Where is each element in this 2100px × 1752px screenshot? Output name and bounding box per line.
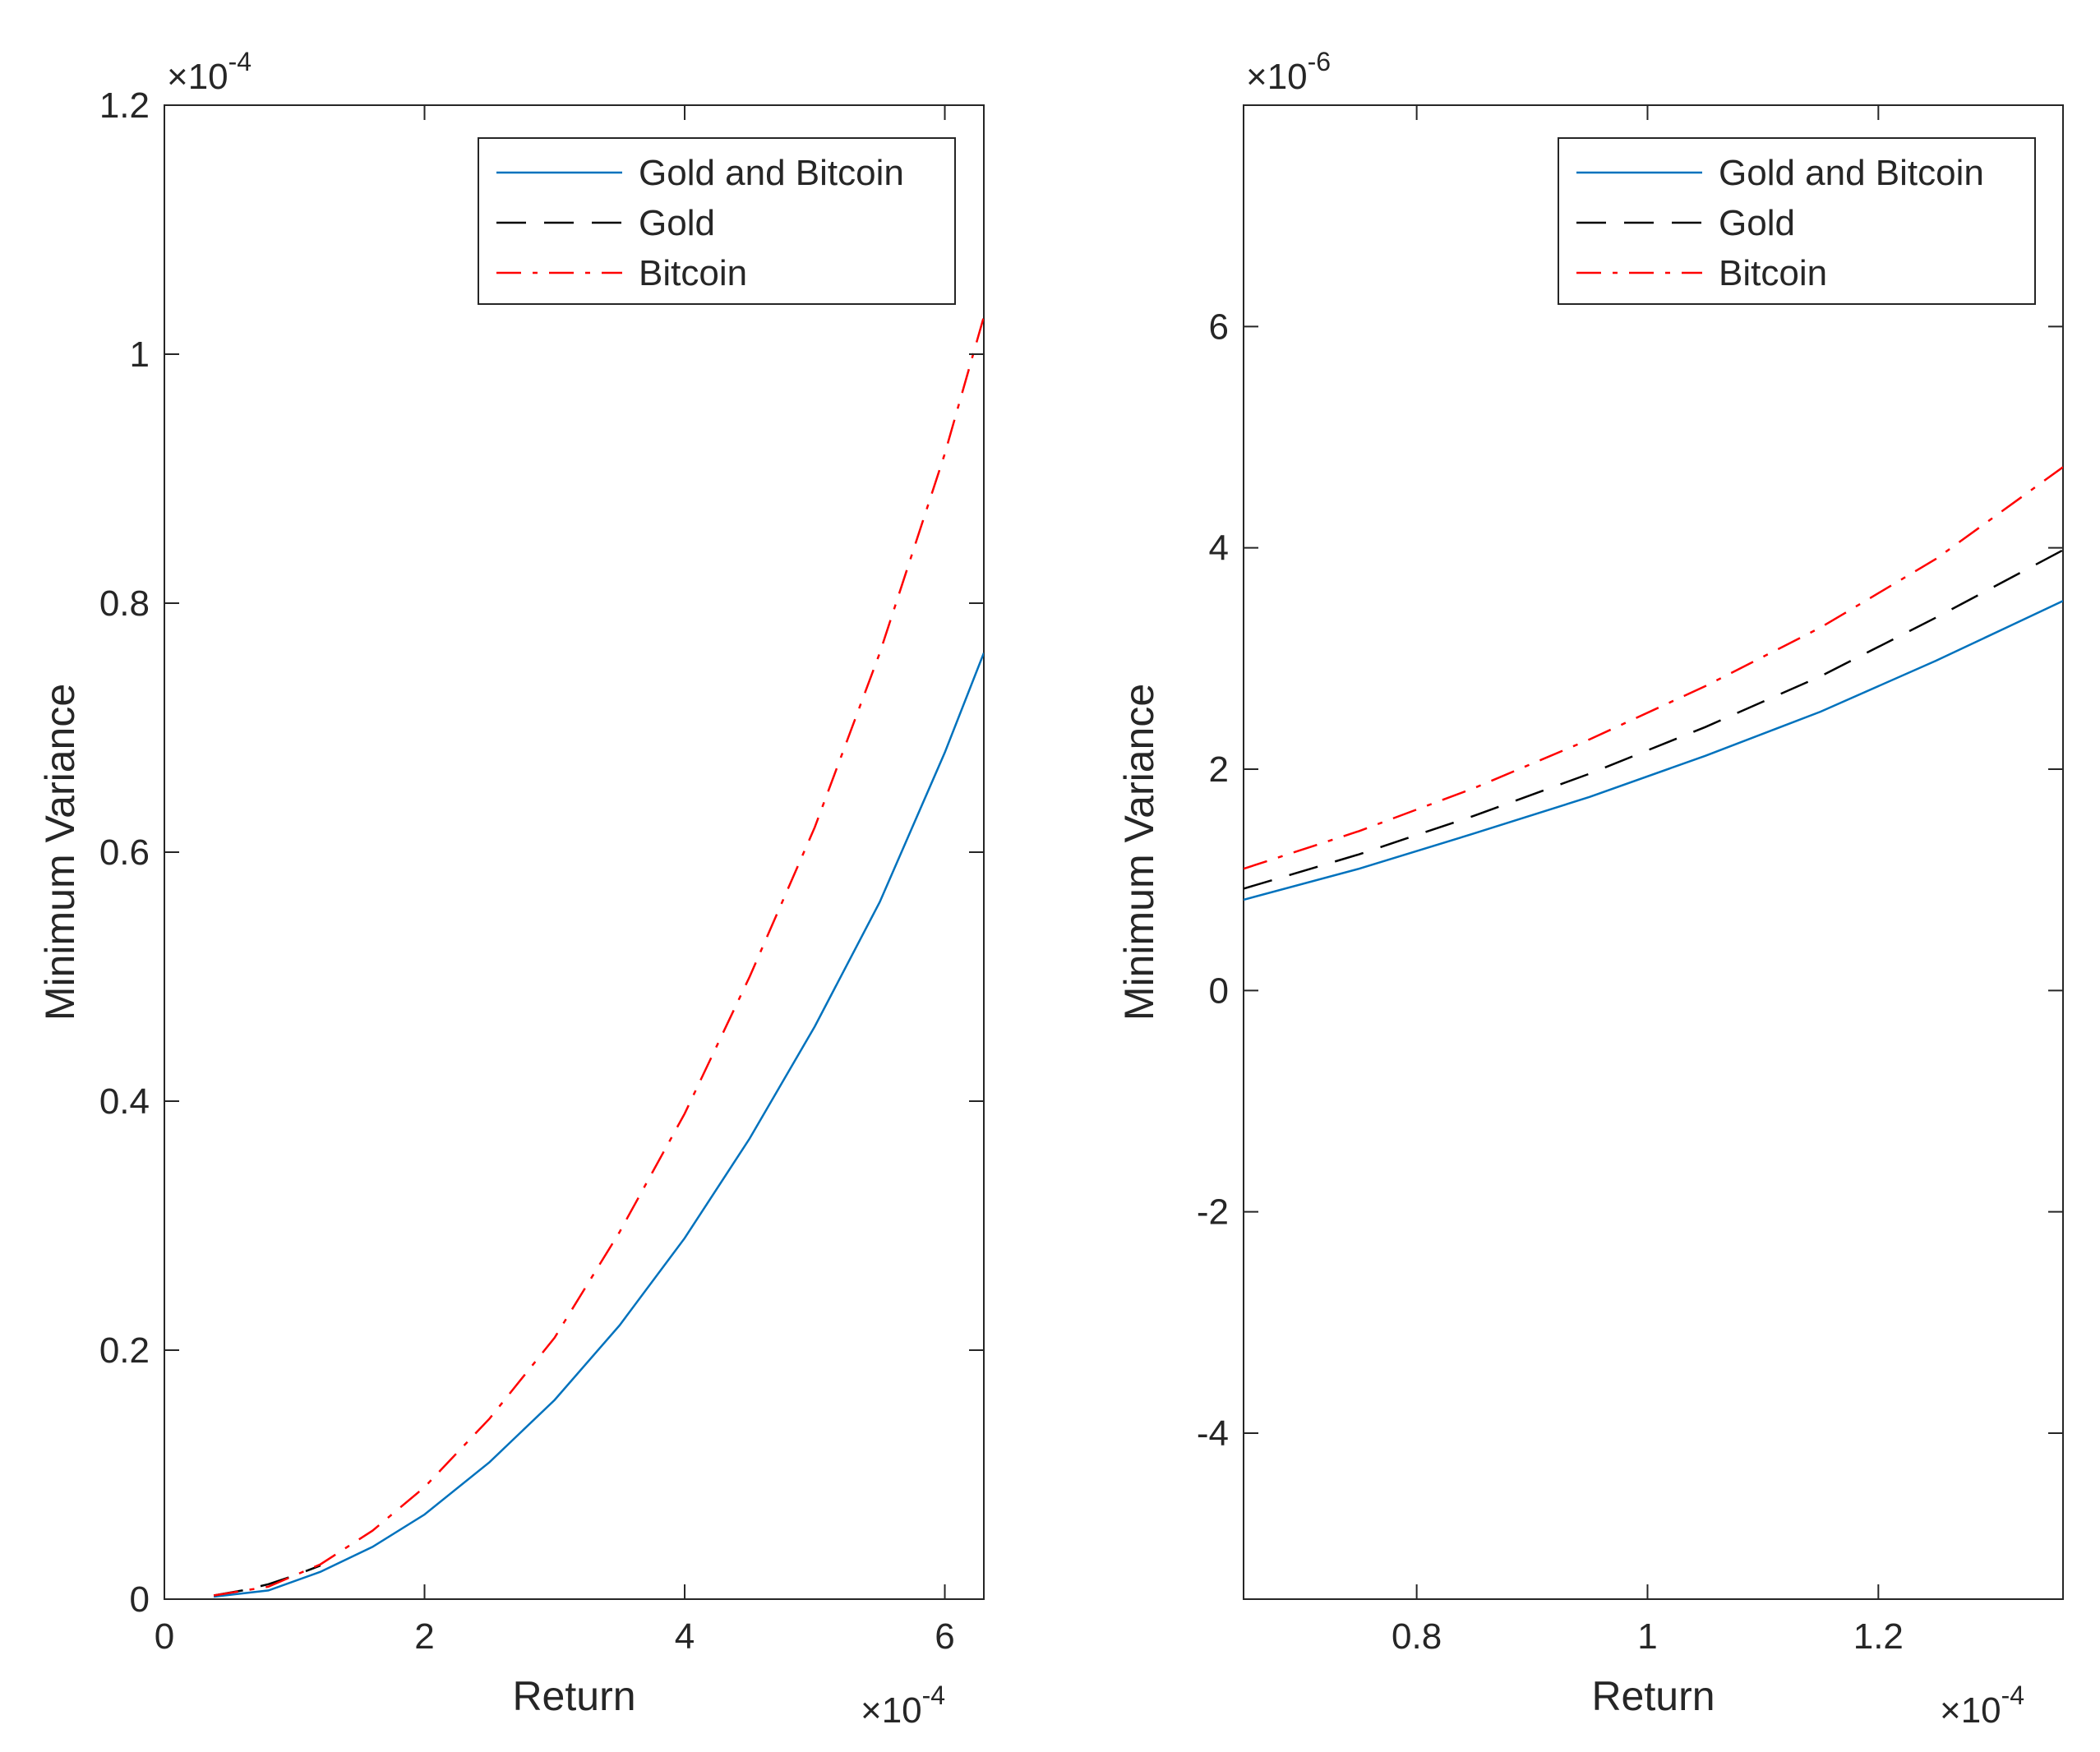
- x-tick-label: 0: [155, 1616, 174, 1657]
- y-tick-label: 1: [130, 334, 150, 375]
- y-tick-label: 0.6: [99, 832, 150, 873]
- axes-box: [164, 105, 984, 1599]
- legend-entry-label: Gold and Bitcoin: [1719, 153, 1984, 193]
- series-line-bitcoin: [214, 317, 984, 1596]
- x-axis-label: Return: [1591, 1673, 1715, 1719]
- y-tick-label: 0.2: [99, 1330, 150, 1371]
- y-tick-label: 0.8: [99, 583, 150, 624]
- figure-canvas: 0 2 4 6 0 0.2 0.4 0.6 0.8 1 1.2 Return Minimum Varia…: [0, 0, 2100, 1748]
- chart-panel-2: 0.8 1 1.2 -4 -2 0 2 4 6 Return Minimum Variance ×10…: [1116, 47, 2063, 1731]
- legend: Gold and Bitcoin Gold Bitcoin: [1558, 138, 2035, 304]
- y-tick-label: 0: [1209, 971, 1229, 1011]
- y-axis-exponent: ×10-4: [167, 47, 252, 97]
- y-tick-label: 6: [1209, 307, 1229, 347]
- y-tick-label: 1.2: [99, 85, 150, 126]
- y-axis-label: Minimum Variance: [37, 684, 83, 1021]
- chart-panel-1: 0 2 4 6 0 0.2 0.4 0.6 0.8 1 1.2 Return Minimum Varia…: [37, 47, 984, 1731]
- x-tick-label: 6: [935, 1616, 954, 1657]
- y-tick-label: 0: [130, 1579, 150, 1620]
- series-line-gold: [1244, 550, 2063, 888]
- series-line-gold-and-bitcoin: [1244, 601, 2063, 900]
- legend-entry-label: Bitcoin: [1719, 253, 1827, 293]
- series-line-bitcoin: [1244, 467, 2063, 869]
- x-tick-label: 1: [1637, 1616, 1657, 1657]
- x-axis-exponent: ×10-4: [1940, 1681, 2024, 1731]
- series-line-gold-and-bitcoin: [214, 653, 984, 1597]
- x-axis-label: Return: [512, 1673, 635, 1719]
- y-tick-label: -4: [1197, 1413, 1229, 1454]
- legend-entry-label: Gold: [1719, 203, 1795, 243]
- x-tick-label: 0.8: [1392, 1616, 1442, 1657]
- legend-entry-label: Bitcoin: [639, 253, 747, 293]
- x-tick-label: 1.2: [1853, 1616, 1904, 1657]
- y-axis-exponent: ×10-6: [1246, 47, 1331, 97]
- y-tick-label: 0.4: [99, 1081, 150, 1122]
- legend-entry-label: Gold: [639, 203, 715, 243]
- y-tick-label: 2: [1209, 749, 1229, 790]
- y-axis-label: Minimum Variance: [1116, 684, 1162, 1021]
- legend-entry-label: Gold and Bitcoin: [639, 153, 904, 193]
- legend: Gold and Bitcoin Gold Bitcoin: [478, 138, 955, 304]
- y-tick-label: -2: [1197, 1192, 1229, 1233]
- figure: 0 2 4 6 0 0.2 0.4 0.6 0.8 1 1.2 Return Minimum Varia…: [0, 0, 2100, 1748]
- x-axis-exponent: ×10-4: [861, 1681, 945, 1731]
- x-tick-label: 2: [414, 1616, 434, 1657]
- y-tick-label: 4: [1209, 528, 1229, 569]
- x-tick-label: 4: [675, 1616, 695, 1657]
- axes-box: [1244, 105, 2063, 1599]
